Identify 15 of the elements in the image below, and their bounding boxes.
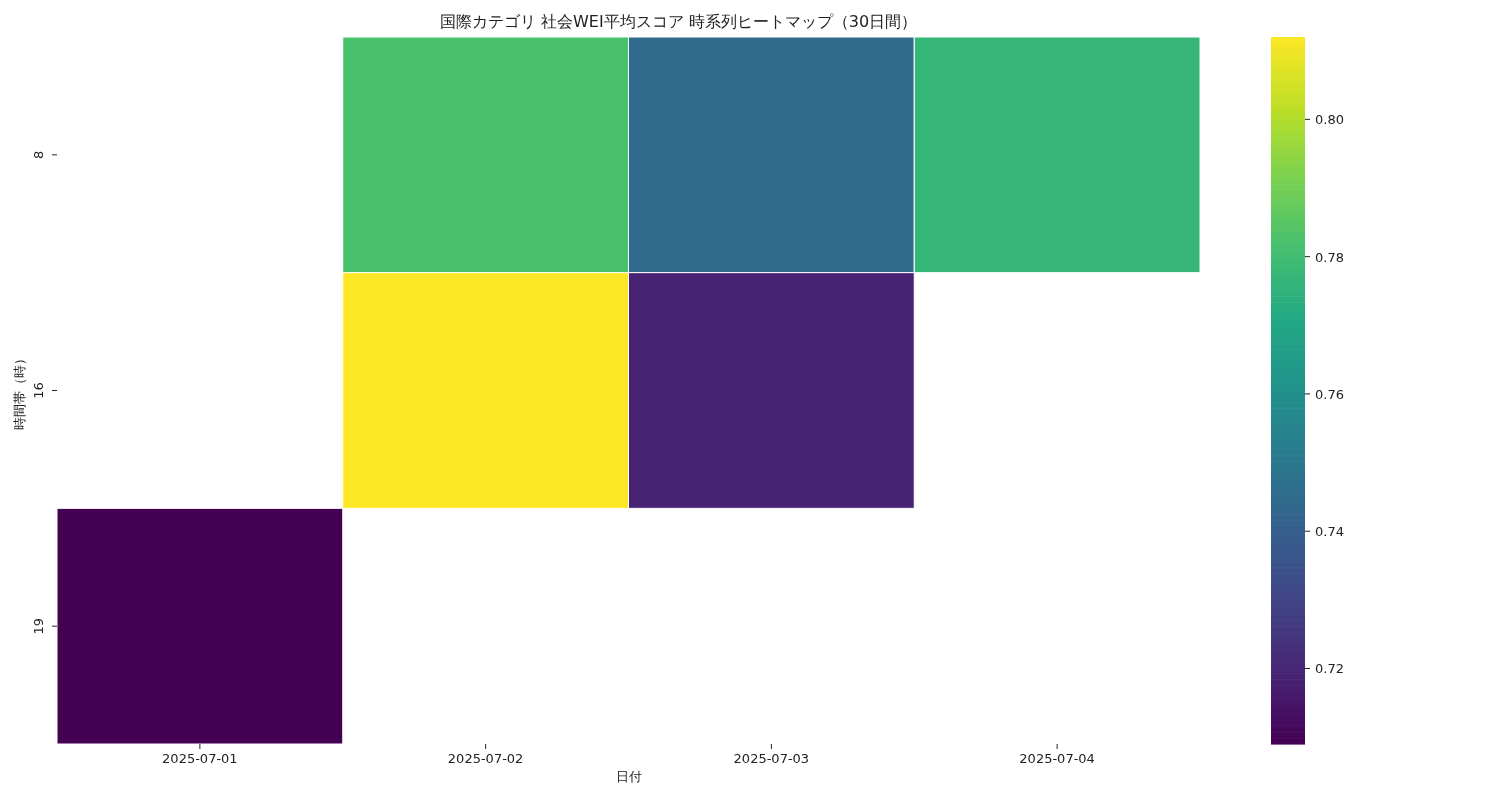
color-bar-label: 0.76 xyxy=(1315,386,1344,402)
y-tick-label: 16 xyxy=(31,382,46,399)
y-tick-label: 19 xyxy=(31,617,46,635)
y-axis-title: 時間帯（時） xyxy=(12,351,27,430)
color-bar-label: 0.78 xyxy=(1315,249,1344,265)
x-axis-title: 日付 xyxy=(615,769,642,784)
color-bar-label: 0.74 xyxy=(1315,524,1344,540)
x-tick-label: 2025-07-03 xyxy=(733,751,810,766)
x-tick-label: 2025-07-04 xyxy=(1019,751,1095,766)
x-tick-label: 2025-07-02 xyxy=(447,751,524,766)
y-tick-label: 8 xyxy=(31,150,46,159)
color-bar-label: 0.80 xyxy=(1315,112,1344,128)
chart-title: 国際カテゴリ 社会WEI平均スコア 時系列ヒートマップ（30日間） xyxy=(439,12,918,31)
x-tick-label: 2025-07-01 xyxy=(162,751,238,766)
color-bar-label: 0.72 xyxy=(1315,661,1344,677)
